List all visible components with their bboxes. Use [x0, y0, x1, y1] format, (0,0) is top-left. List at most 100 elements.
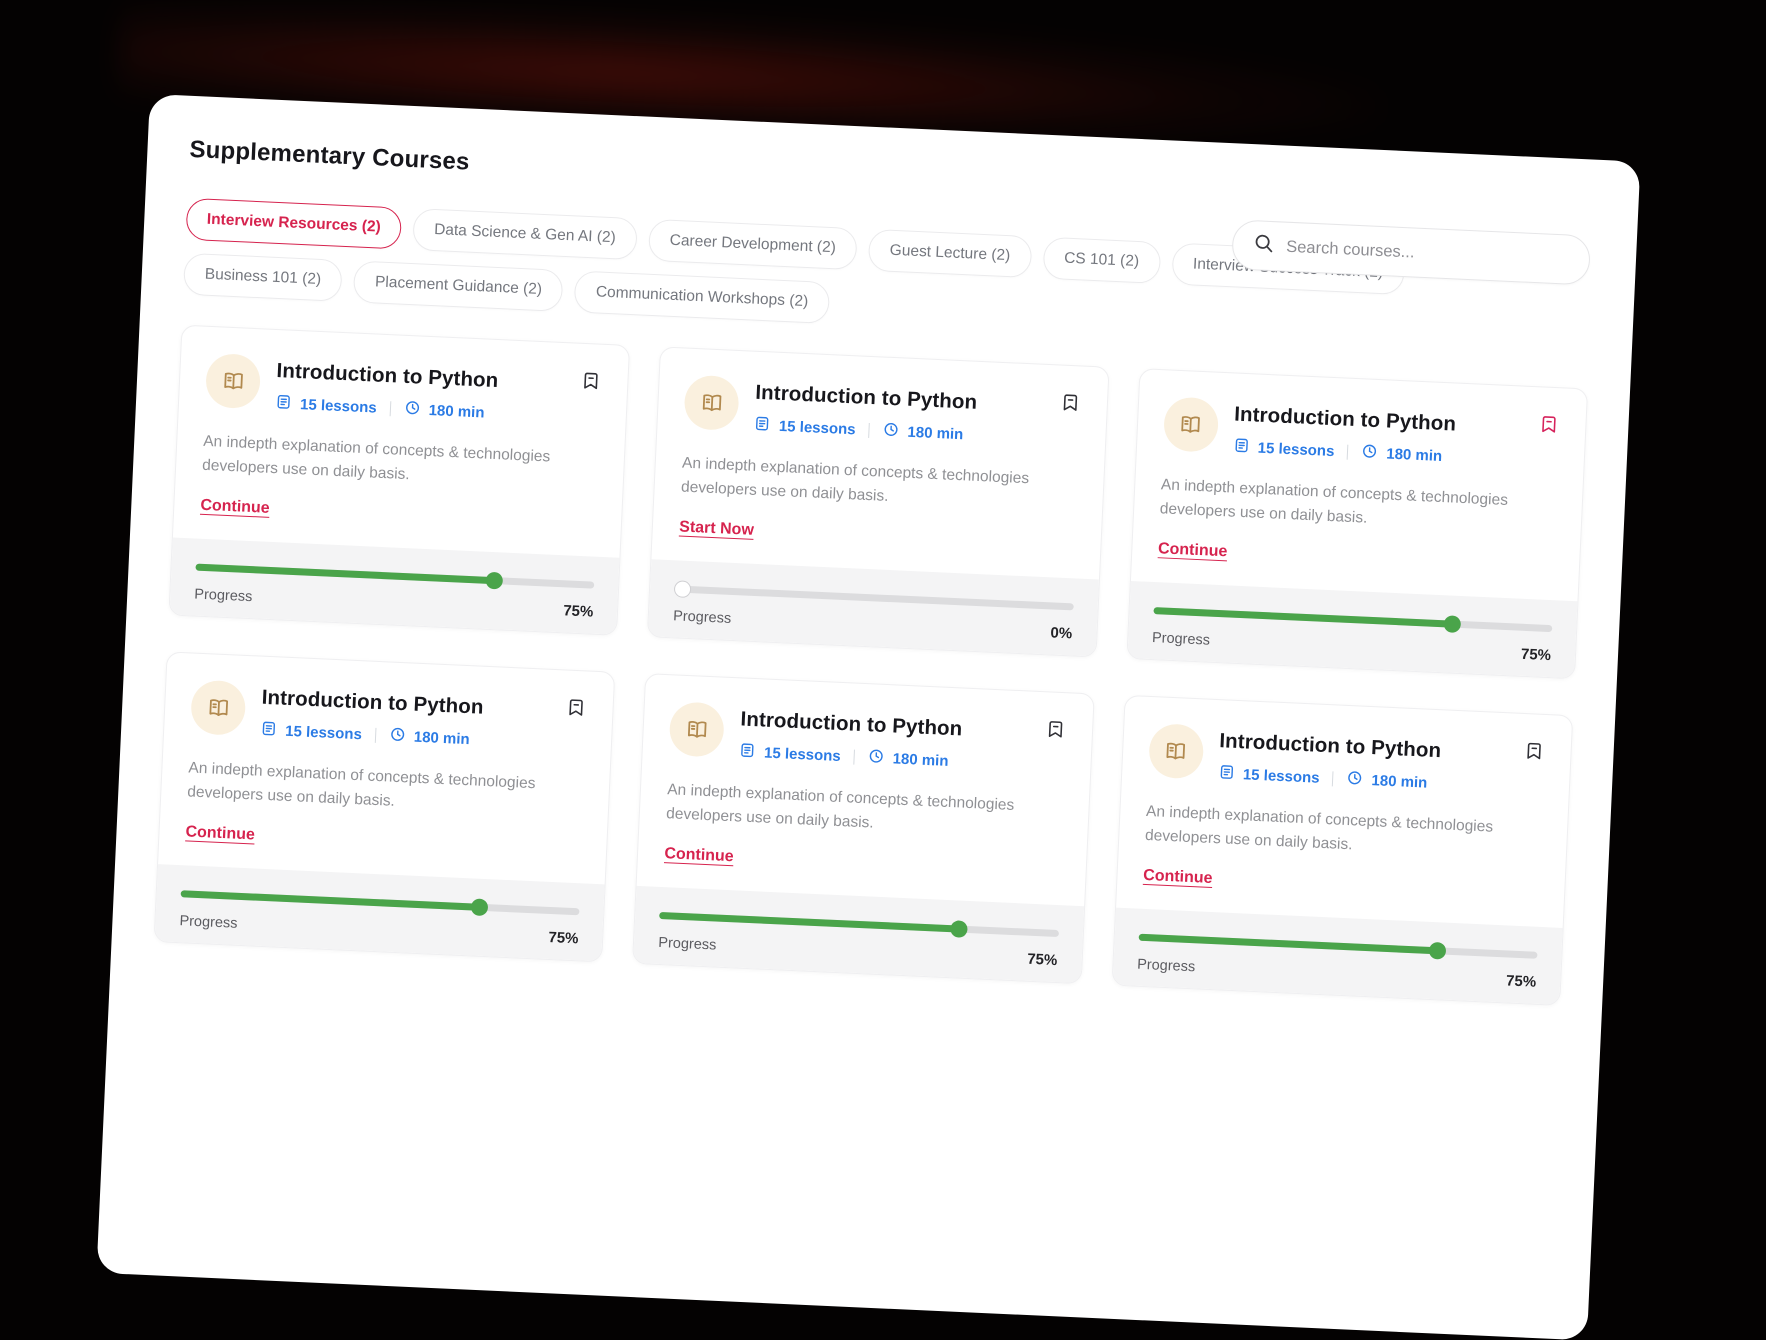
progress-fill [181, 890, 480, 911]
filter-chip-cs-101[interactable]: CS 101 (2) [1042, 237, 1161, 284]
progress-fill [195, 564, 494, 585]
course-card: Introduction to Python 15 lessons [1111, 695, 1573, 1006]
search-icon [1253, 232, 1275, 259]
clock-icon [1346, 769, 1364, 791]
clock-icon [882, 421, 900, 443]
course-action-link[interactable]: Continue [200, 497, 270, 518]
bookmark-icon[interactable] [565, 697, 587, 722]
lessons-count: 15 lessons [285, 723, 362, 743]
course-title: Introduction to Python [1219, 729, 1442, 763]
progress-percent: 75% [563, 602, 594, 620]
open-book-icon [669, 701, 725, 757]
clock-icon [1361, 442, 1379, 464]
document-lines-icon [1217, 763, 1235, 785]
progress-label: Progress [658, 935, 717, 954]
course-title: Introduction to Python [276, 359, 499, 393]
meta-divider [389, 401, 391, 416]
open-book-icon [684, 375, 740, 431]
course-action-link[interactable]: Continue [1158, 540, 1228, 561]
filter-chip-placement-guidance[interactable]: Placement Guidance (2) [353, 260, 564, 311]
filter-chip-business-101[interactable]: Business 101 (2) [183, 253, 343, 302]
bookmark-icon[interactable] [1044, 718, 1066, 743]
meta-divider [1332, 771, 1334, 786]
clock-icon [388, 726, 406, 748]
progress-track [674, 585, 1073, 610]
meta-divider [375, 728, 377, 743]
progress-knob[interactable] [471, 898, 489, 916]
open-book-icon [1148, 723, 1204, 779]
filter-chip-interview-resources[interactable]: Interview Resources (2) [185, 198, 402, 250]
lessons-count: 15 lessons [1257, 440, 1334, 460]
progress-percent: 75% [1027, 951, 1058, 969]
course-description: An indepth explanation of concepts & tec… [202, 430, 567, 494]
progress-knob[interactable] [486, 572, 504, 590]
lessons-count: 15 lessons [1243, 766, 1320, 786]
progress-percent: 75% [1521, 646, 1552, 664]
duration: 180 min [413, 729, 470, 749]
course-card: Introduction to Python 15 lessons [1126, 368, 1588, 679]
course-card: Introduction to Python 15 lessons [647, 346, 1109, 657]
course-title: Introduction to Python [740, 707, 963, 741]
course-cards-grid: Introduction to Python 15 lessons [154, 325, 1589, 1006]
course-description: An indepth explanation of concepts & tec… [666, 778, 1031, 842]
bookmark-icon[interactable] [1523, 740, 1545, 765]
filter-chip-data-science[interactable]: Data Science & Gen AI (2) [412, 208, 637, 260]
progress-percent: 75% [548, 929, 579, 947]
meta-divider [1347, 445, 1349, 460]
duration: 180 min [428, 402, 485, 422]
course-description: An indepth explanation of concepts & tec… [1144, 800, 1510, 864]
course-card: Introduction to Python 15 lessons [168, 325, 630, 636]
progress-label: Progress [1137, 956, 1196, 975]
duration: 180 min [907, 424, 964, 444]
course-card: Introduction to Python 15 lessons [154, 651, 616, 962]
course-action-link[interactable]: Continue [1143, 867, 1213, 888]
progress-label: Progress [194, 586, 253, 605]
course-title: Introduction to Python [261, 686, 484, 720]
document-lines-icon [753, 415, 771, 437]
open-book-icon [190, 680, 246, 736]
progress-knob[interactable] [950, 920, 968, 938]
duration: 180 min [1386, 445, 1443, 465]
duration: 180 min [892, 750, 949, 770]
lessons-count: 15 lessons [300, 396, 377, 416]
document-lines-icon [739, 741, 757, 763]
progress-fill [1153, 607, 1453, 628]
clock-icon [403, 399, 421, 421]
progress-knob[interactable] [1429, 942, 1447, 960]
filter-chip-communication-workshops[interactable]: Communication Workshops (2) [574, 271, 830, 325]
progress-knob[interactable] [674, 580, 692, 598]
document-lines-icon [1232, 436, 1250, 458]
open-book-icon [1163, 396, 1219, 452]
course-action-link[interactable]: Continue [185, 823, 255, 844]
duration: 180 min [1371, 772, 1428, 792]
progress-label: Progress [1152, 630, 1211, 649]
course-title: Introduction to Python [755, 381, 978, 415]
progress-fill [659, 912, 958, 933]
search-field[interactable] [1286, 237, 1570, 269]
lessons-count: 15 lessons [779, 418, 856, 438]
progress-fill [1138, 934, 1438, 955]
progress-percent: 0% [1050, 624, 1072, 642]
bookmark-icon[interactable] [1059, 392, 1081, 417]
lessons-count: 15 lessons [764, 745, 841, 765]
course-action-link[interactable]: Start Now [679, 518, 754, 539]
course-description: An indepth explanation of concepts & tec… [680, 452, 1045, 516]
filter-chip-guest-lecture[interactable]: Guest Lecture (2) [868, 229, 1032, 278]
meta-divider [868, 423, 870, 438]
supplementary-courses-panel: Supplementary Courses Interview Resource… [96, 94, 1640, 1340]
filter-chip-career-development[interactable]: Career Development (2) [648, 219, 858, 270]
document-lines-icon [260, 720, 278, 742]
document-lines-icon [275, 393, 293, 415]
clock-icon [867, 747, 885, 769]
bookmark-icon[interactable] [1538, 413, 1560, 438]
course-description: An indepth explanation of concepts & tec… [187, 756, 552, 820]
bookmark-icon[interactable] [580, 370, 602, 395]
progress-label: Progress [179, 913, 238, 932]
progress-label: Progress [673, 608, 732, 627]
course-title: Introduction to Python [1234, 403, 1457, 437]
course-card: Introduction to Python 15 lessons [632, 673, 1094, 984]
course-action-link[interactable]: Continue [664, 845, 734, 866]
meta-divider [853, 750, 855, 765]
open-book-icon [205, 353, 261, 409]
progress-knob[interactable] [1444, 615, 1462, 633]
